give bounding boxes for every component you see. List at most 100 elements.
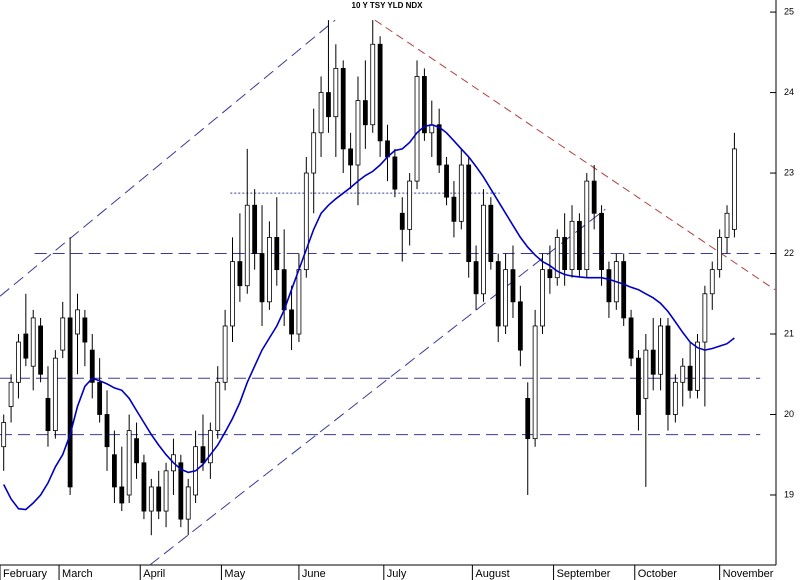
candle-body [503, 269, 508, 327]
candle-body [215, 381, 221, 431]
candle-body [296, 269, 302, 335]
candle-body [97, 381, 103, 415]
candle-body [599, 212, 604, 271]
candle-body [577, 220, 582, 271]
candle-body [562, 237, 568, 271]
candle-body [126, 430, 132, 496]
candle-body [178, 462, 184, 520]
candle-body [709, 269, 715, 295]
candle-body [60, 317, 66, 351]
candle-body [134, 438, 139, 464]
candle-body [399, 212, 405, 230]
candle-body [481, 204, 486, 295]
candle-body [230, 261, 235, 327]
candle-body [156, 486, 162, 512]
candle-body [1, 422, 7, 448]
candle-body [658, 325, 663, 375]
candle-body [377, 43, 383, 142]
candle-body [185, 486, 191, 520]
candle-body [148, 486, 154, 512]
candle-body [348, 148, 353, 166]
y-tick-label: 19 [784, 489, 794, 499]
trend-line [374, 19, 776, 291]
candle-body [591, 180, 597, 214]
candle-body [717, 237, 723, 271]
x-tick-label: February [3, 568, 48, 580]
candle-body [222, 325, 228, 383]
candle-body [458, 164, 464, 222]
x-tick-label: October [638, 568, 677, 580]
candle-body [104, 414, 110, 448]
candle-body [311, 132, 317, 174]
candle-body [200, 446, 206, 464]
candle-body [141, 462, 147, 512]
x-tick-label: June [302, 568, 326, 580]
candle-body [732, 148, 737, 230]
candle-body [606, 269, 612, 303]
candle-body [318, 92, 324, 134]
candle-body [392, 156, 398, 190]
candle-body [650, 349, 656, 375]
candle-body [444, 164, 449, 198]
candle-body [237, 261, 243, 287]
candle-body [333, 68, 339, 118]
candle-body [75, 309, 80, 335]
y-tick-label: 22 [784, 248, 794, 258]
candle-body [67, 317, 73, 488]
candle-body [414, 76, 420, 182]
x-tick-label: November [723, 568, 774, 580]
candle-body [488, 204, 494, 262]
candle-body [82, 317, 88, 343]
candle-body [540, 269, 545, 327]
candle-body [303, 172, 309, 271]
candle-body [385, 140, 390, 158]
candle-body [274, 237, 280, 271]
candle-body [695, 341, 700, 391]
x-tick-label: August [475, 568, 509, 580]
candle-body [23, 333, 29, 359]
y-tick-label: 23 [784, 167, 794, 177]
candle-body [636, 357, 641, 415]
candle-body [207, 430, 213, 464]
candle-body [643, 349, 649, 399]
candle-body [259, 253, 265, 303]
candle-body [252, 204, 258, 254]
x-tick-label: May [224, 568, 245, 580]
x-tick-label: April [143, 568, 165, 580]
candle-body [473, 261, 479, 295]
candle-body [289, 309, 294, 335]
y-tick-label: 20 [784, 409, 794, 419]
candle-body [702, 293, 708, 343]
candle-body [119, 486, 125, 504]
trend-line [0, 19, 336, 297]
y-tick-label: 21 [784, 328, 794, 338]
x-tick-label: July [387, 568, 407, 580]
trend-line [149, 208, 606, 566]
candle-body [517, 301, 523, 351]
candle-body [554, 237, 560, 279]
candle-body [532, 325, 538, 440]
candle-body [362, 100, 368, 126]
candle-body [584, 180, 590, 271]
candle-body [525, 397, 531, 440]
candle-body [8, 381, 14, 407]
candle-body [38, 325, 43, 375]
candle-body [340, 68, 346, 150]
candle-body [370, 43, 376, 126]
y-tick-label: 25 [784, 6, 794, 16]
candle-body [112, 454, 117, 488]
candle-body [30, 317, 36, 367]
candle-body [355, 100, 361, 166]
candle-body [547, 269, 553, 279]
candle-body [89, 349, 95, 383]
candle-body [687, 365, 693, 391]
candle-body [621, 261, 627, 319]
x-tick-label: September [557, 568, 611, 580]
candle-body [451, 196, 457, 222]
moving-average [2, 123, 735, 511]
candle-body [16, 341, 21, 383]
candle-body [244, 204, 250, 287]
candle-body [680, 365, 686, 383]
candle-body [628, 317, 634, 359]
candle-body [422, 76, 427, 134]
